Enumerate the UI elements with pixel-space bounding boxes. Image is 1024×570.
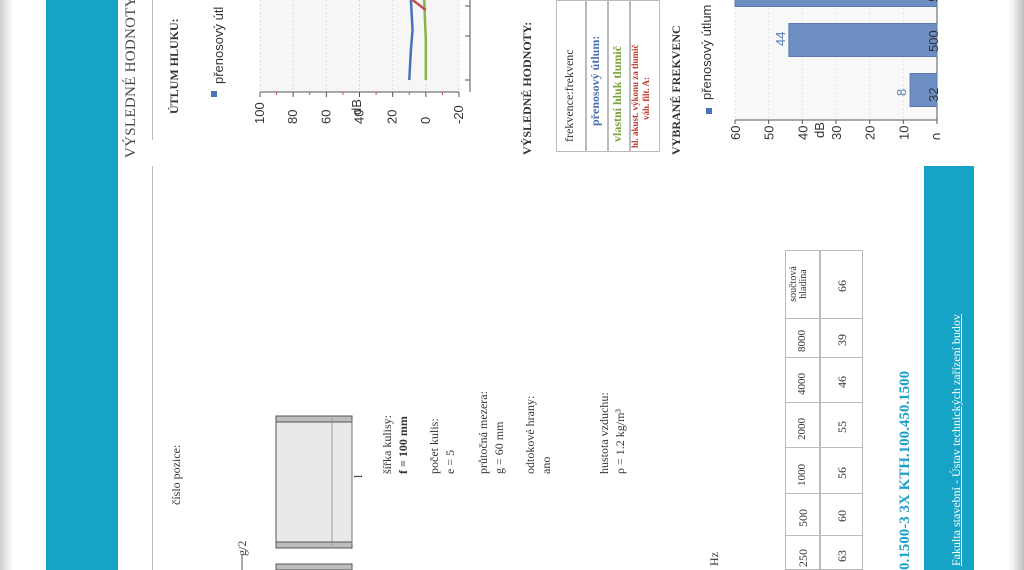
g-half-label: g/2 bbox=[235, 540, 249, 556]
results-row-3 bbox=[630, 0, 660, 152]
chart1-series-green bbox=[422, 0, 428, 80]
chart2-ytick-label: 30 bbox=[829, 126, 844, 140]
utlum-heading: ÚTLUM HLUKU: bbox=[167, 18, 181, 114]
footer-teal-band bbox=[924, 166, 974, 570]
results-row1-label: přenosový útlum: bbox=[588, 35, 602, 126]
freq-header-1000: 1000 bbox=[796, 464, 808, 486]
freq-cell-h6 bbox=[785, 250, 820, 319]
freq-cell-v6 bbox=[820, 250, 863, 319]
faculty-link[interactable]: Fakulta stavební - Ústav technických zař… bbox=[949, 314, 963, 566]
chart2-ytick-label: 50 bbox=[762, 126, 777, 140]
chart2-ytick-label: 20 bbox=[863, 126, 878, 140]
freq-value-500: 60 bbox=[835, 510, 849, 522]
freq-header-500: 500 bbox=[796, 509, 810, 527]
freq-value-total: 66 bbox=[835, 280, 849, 292]
selected-frequencies-chart: 60 50 40 30 20 10 0 dB 8 32 44 500 50 bbox=[725, 0, 945, 145]
vybrane-heading: VYBRANÉ FREKVENC bbox=[669, 25, 683, 155]
results-title: VÝSLEDNÉ HODNOTY bbox=[123, 0, 139, 158]
divider-bottom bbox=[152, 166, 153, 570]
divider-top bbox=[152, 0, 153, 140]
results-row3-label-a: hl. akust. výkonu za tlumič bbox=[630, 44, 640, 148]
freq-header-2000: 2000 bbox=[796, 418, 808, 440]
chart2-value-label: 44 bbox=[773, 32, 788, 46]
chart2-ylabel: dB bbox=[812, 122, 827, 138]
freq-header-total: součtová hladina bbox=[788, 266, 809, 302]
chart2-bar-50 bbox=[734, 0, 938, 7]
length-mark: l bbox=[351, 474, 365, 478]
mezera-label: průtočná mezera: bbox=[476, 391, 490, 474]
chart2-bar-32 bbox=[909, 73, 938, 107]
chart2-category-label: 500 bbox=[926, 30, 940, 52]
results-row-1 bbox=[586, 0, 608, 152]
chart1-ytick-label: 0 bbox=[418, 117, 433, 124]
freq-header-8000: 8000 bbox=[796, 330, 808, 352]
chart1-ytick-label: -20 bbox=[451, 105, 466, 124]
chart1-legend: přenosový útl bbox=[211, 6, 226, 84]
chart2-category-label: 32 bbox=[926, 88, 940, 102]
chart2-ytick-label: 40 bbox=[795, 126, 810, 140]
sirka-value: f = 100 mm bbox=[396, 416, 410, 474]
chart1-ytick-label: 100 bbox=[252, 102, 267, 124]
position-label: číslo pozice: bbox=[169, 444, 183, 505]
chart2-legend: přenosový útlum bbox=[699, 4, 714, 100]
results-row2-label: vlastní hluk tlumič bbox=[610, 45, 624, 142]
freq-value-8000: 39 bbox=[835, 334, 849, 346]
hz-unit: Hz bbox=[707, 552, 721, 566]
legend-swatch-blue bbox=[211, 91, 217, 97]
chart2-svg: 60 50 40 30 20 10 0 dB 8 32 44 500 50 bbox=[728, 0, 945, 140]
freq-header-250: 250 bbox=[796, 549, 810, 567]
hustota-label: hustota vzduchu: bbox=[597, 392, 611, 474]
left-teal-band bbox=[46, 0, 118, 570]
chart1-ytick-label: 40 bbox=[352, 110, 367, 124]
chart1-series-red bbox=[411, 0, 427, 11]
chart1-series-blue bbox=[408, 0, 414, 81]
model-code: 0.1500-3 3X KTH.100.450.1500 bbox=[897, 370, 913, 570]
legend-swatch-bar bbox=[706, 108, 712, 114]
results-row-header bbox=[556, 0, 586, 152]
results-row-2 bbox=[608, 0, 630, 152]
freq-value-250: 63 bbox=[835, 550, 849, 562]
results-header: frekvence:frekvenc bbox=[562, 49, 576, 142]
chart2-ytick-label: 10 bbox=[896, 126, 911, 140]
pocet-value: e = 5 bbox=[443, 449, 457, 474]
chart2-bar-500 bbox=[788, 23, 938, 57]
pocet-label: počet kulis: bbox=[427, 418, 441, 474]
freq-value-1000: 56 bbox=[835, 467, 849, 479]
hrany-value: ano bbox=[539, 456, 553, 474]
chart1-ytick-label: 20 bbox=[385, 110, 400, 124]
freq-value-4000: 46 bbox=[835, 376, 849, 388]
sirka-value-text: f = 100 mm bbox=[396, 416, 410, 474]
chart1-ytick-label: 80 bbox=[285, 110, 300, 124]
chart2-ytick-label: 0 bbox=[930, 133, 940, 140]
chart2-value-label: 8 bbox=[894, 89, 909, 96]
chart1-ylabel: dB bbox=[349, 99, 364, 115]
results-row3-label-b: váh. filt. A: bbox=[641, 76, 651, 120]
sirka-label: šířka kulisy: bbox=[380, 415, 394, 474]
page-shadow-right bbox=[1008, 0, 1024, 570]
page-shadow-left bbox=[0, 0, 14, 570]
chart2-category-label: 50 bbox=[926, 0, 940, 2]
freq-value-2000: 55 bbox=[835, 421, 849, 433]
baffle-diagram bbox=[275, 415, 353, 570]
freq-header-4000: 4000 bbox=[796, 373, 808, 395]
chart1-ytick-label: 60 bbox=[318, 110, 333, 124]
chart2-ytick-label: 60 bbox=[728, 126, 743, 140]
dimension-arrow bbox=[241, 555, 243, 570]
hustota-value: ρ = 1.2 kg/m³ bbox=[613, 408, 627, 474]
mezera-value: g = 60 mm bbox=[492, 421, 506, 474]
hrany-label: odtokové hrany: bbox=[523, 395, 537, 474]
vysledne-heading: VÝSLEDNÉ HODNOTY: bbox=[520, 21, 534, 155]
